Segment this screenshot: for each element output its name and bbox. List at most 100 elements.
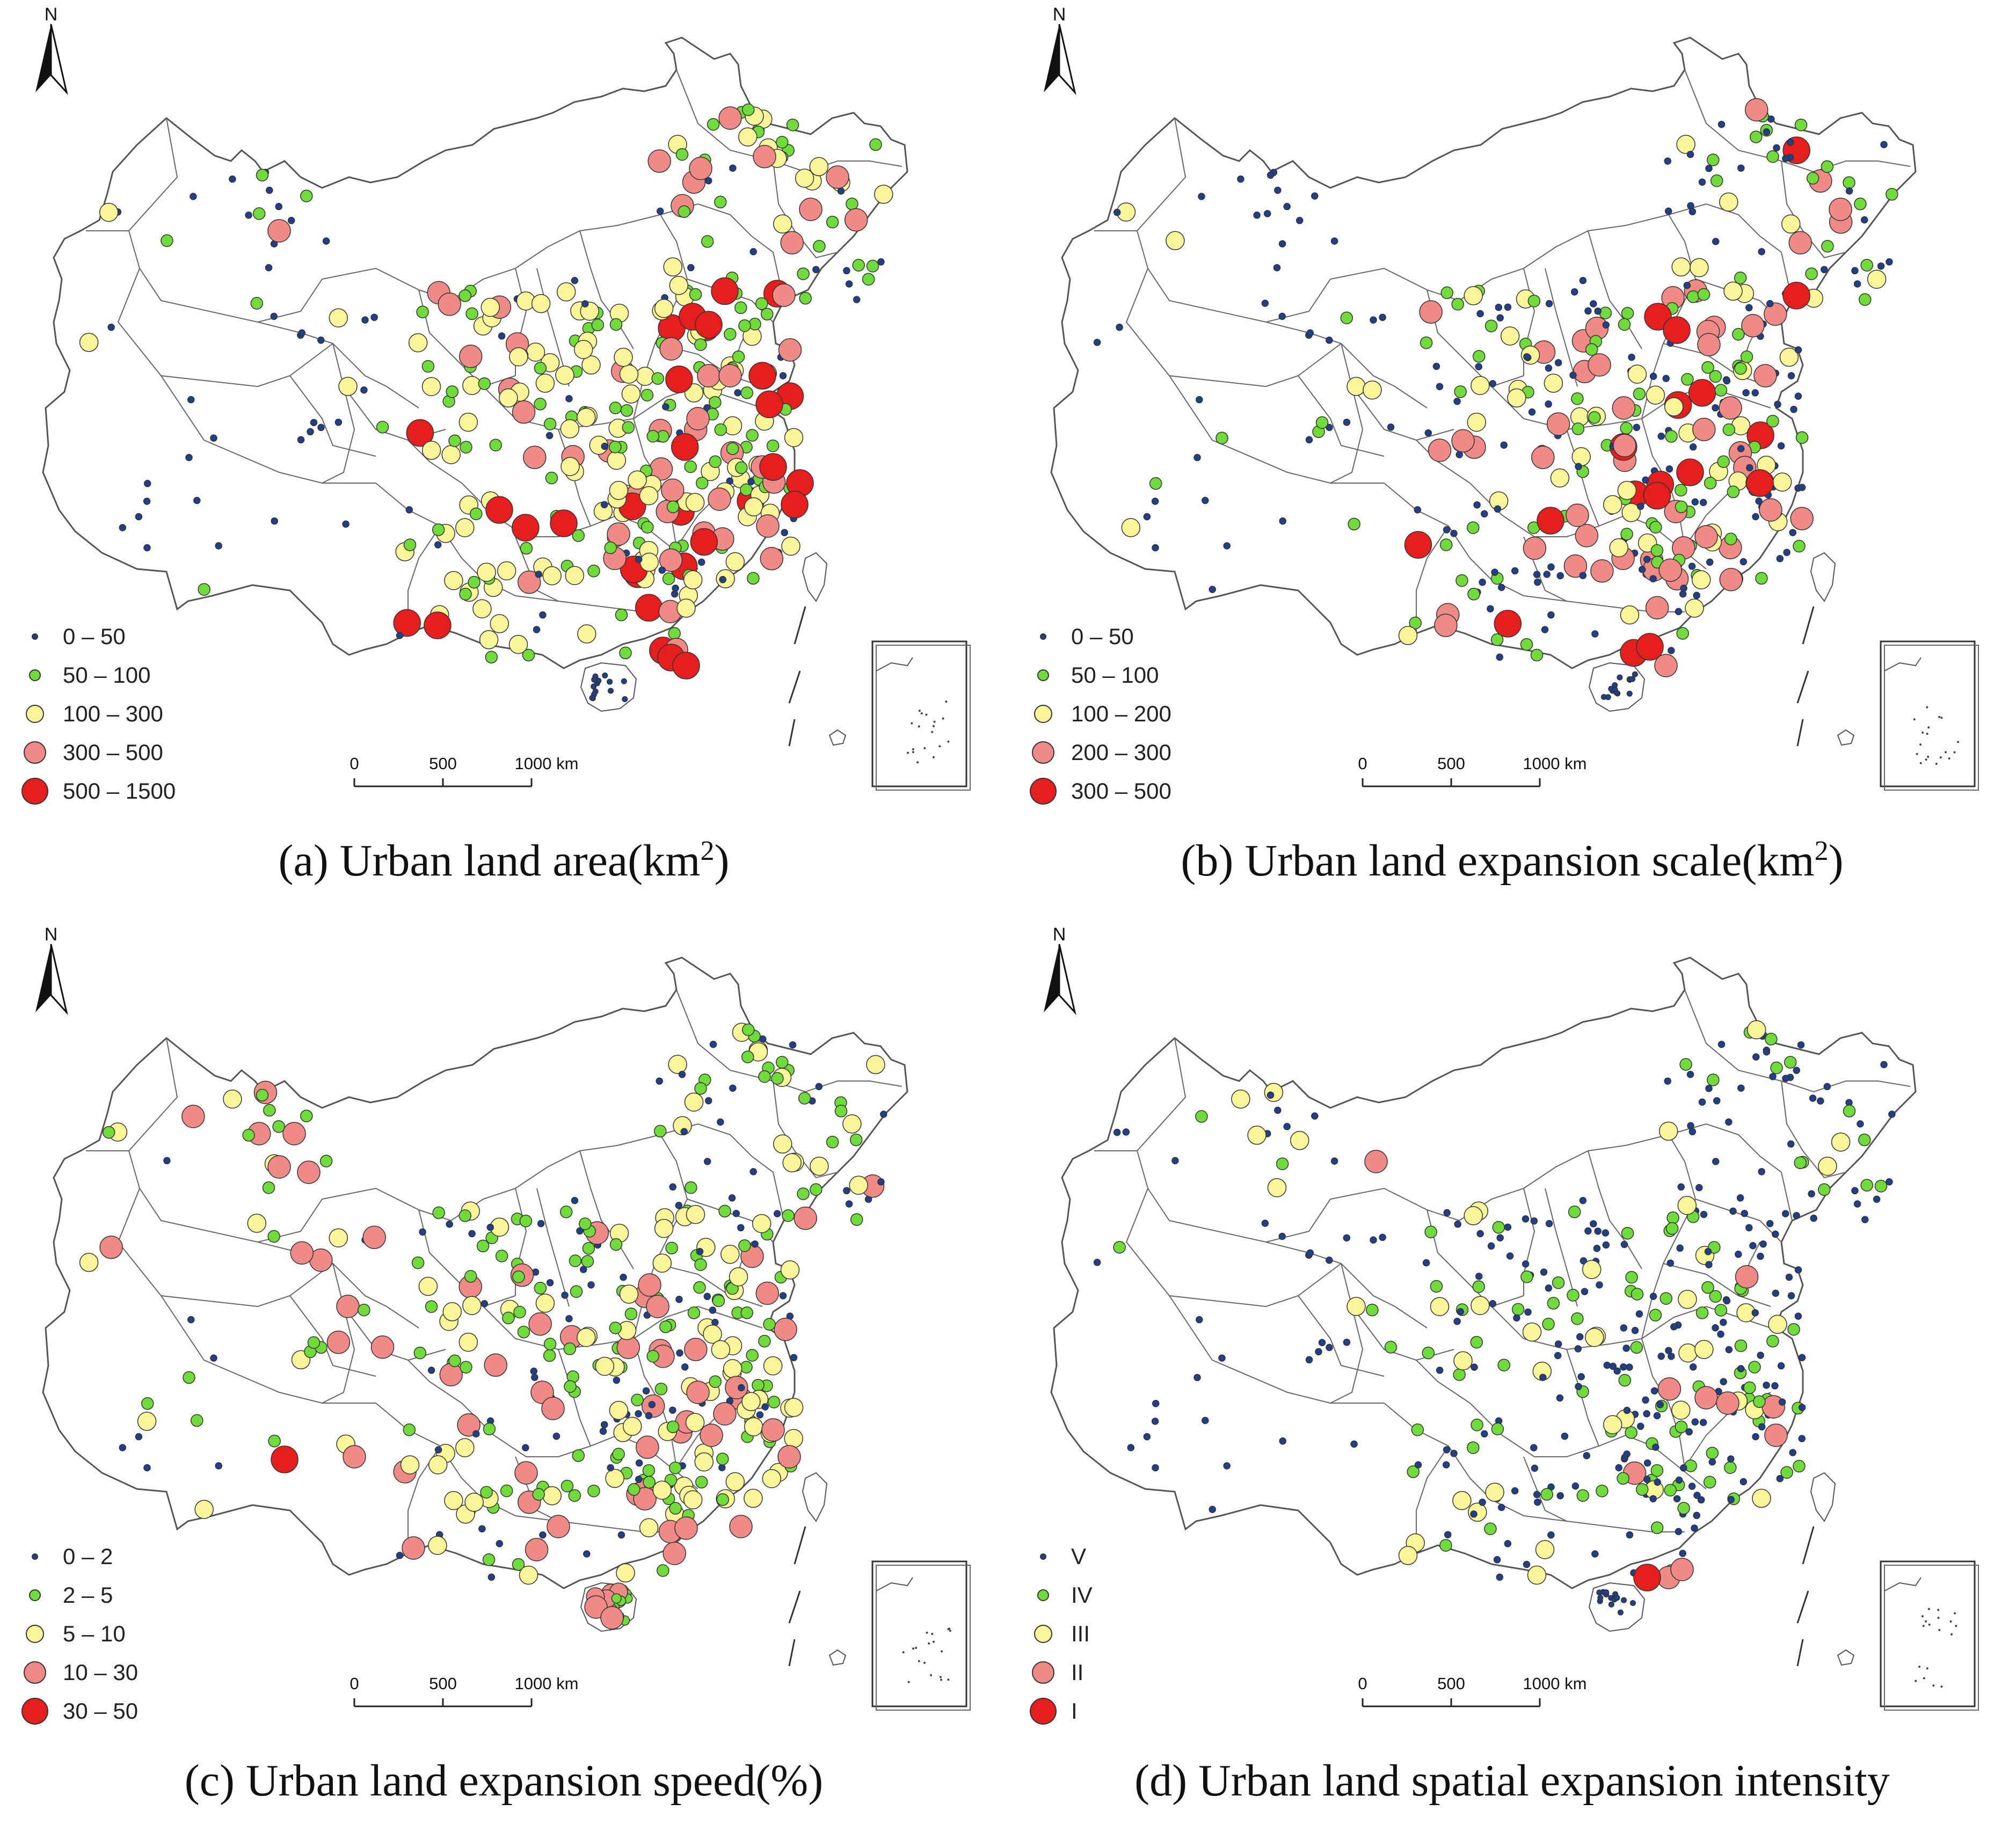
city-point [772, 283, 796, 307]
province-boundary [322, 1306, 355, 1404]
city-point [1439, 1539, 1452, 1552]
city-point [361, 316, 369, 324]
inset-island [941, 1650, 943, 1653]
inset-island [915, 1647, 918, 1649]
province-boundary [1781, 160, 1846, 259]
inset-island [1916, 753, 1918, 755]
city-point [550, 509, 578, 537]
city-point [1584, 307, 1592, 315]
city-point [579, 1217, 592, 1230]
city-point [1886, 188, 1898, 201]
city-point [1732, 328, 1745, 341]
city-point [405, 506, 413, 514]
city-point [193, 496, 201, 505]
city-point [1758, 1168, 1765, 1175]
city-point [1470, 1335, 1483, 1349]
city-point [1649, 521, 1662, 534]
city-point [1511, 567, 1519, 575]
city-point [1273, 264, 1281, 272]
city-point [569, 1254, 582, 1267]
city-point [1635, 1310, 1643, 1318]
city-point [1817, 1097, 1824, 1105]
city-point [1513, 1314, 1520, 1322]
city-point [1274, 1106, 1282, 1114]
city-point [627, 1483, 641, 1496]
city-point [1675, 1420, 1688, 1434]
city-point [714, 195, 727, 209]
city-point [1769, 1072, 1777, 1080]
city-point [1766, 150, 1779, 163]
city-point [1705, 165, 1713, 172]
city-point [1753, 1395, 1766, 1408]
inset-shadow [876, 645, 971, 791]
city-point [1579, 572, 1587, 579]
city-point [1821, 266, 1828, 273]
city-point [815, 1083, 823, 1091]
city-point [1649, 1293, 1657, 1300]
city-point [766, 439, 780, 452]
city-point [1680, 1464, 1687, 1472]
city-point [1602, 1229, 1610, 1237]
inset-island [933, 1640, 935, 1643]
city-point [1643, 481, 1671, 510]
city-point [411, 1256, 425, 1269]
city-point [729, 1084, 737, 1092]
city-point [1788, 231, 1812, 255]
city-point [1725, 1346, 1733, 1354]
city-point [343, 1445, 366, 1469]
city-point [1541, 626, 1549, 633]
city-point [1860, 1179, 1873, 1192]
city-point [1662, 375, 1670, 382]
city-point [633, 1487, 657, 1510]
city-point [1664, 1484, 1677, 1496]
city-point [1571, 422, 1585, 435]
city-point [755, 297, 768, 310]
city-point [1093, 1259, 1101, 1266]
city-point [1722, 423, 1736, 436]
city-point [1794, 1156, 1807, 1170]
city-point [287, 217, 295, 224]
province-boundary [1137, 230, 1428, 323]
north-arrow-icon: N [1044, 924, 1076, 1016]
city-point [135, 1433, 143, 1441]
city-point [1675, 608, 1683, 616]
city-point [1719, 192, 1738, 212]
city-point [1121, 518, 1141, 537]
caption-a-sup: 2 [700, 836, 715, 866]
city-point [737, 1224, 745, 1232]
city-point [753, 144, 776, 169]
inset-island [1925, 758, 1927, 761]
city-point [300, 189, 313, 202]
city-point [1723, 1297, 1731, 1305]
city-point [1645, 596, 1669, 620]
city-point [1409, 616, 1422, 630]
city-point [1523, 536, 1547, 560]
city-point [421, 441, 441, 460]
city-point [1522, 1260, 1530, 1268]
city-point [1782, 1075, 1789, 1082]
city-point [161, 234, 173, 247]
city-point [102, 1126, 115, 1139]
city-point [758, 1334, 771, 1348]
city-point [1697, 288, 1711, 301]
inset-coast [1884, 1577, 1922, 1591]
inset-island [1949, 1620, 1952, 1623]
city-point [761, 1418, 785, 1442]
legend-symbol [29, 669, 41, 681]
inset-island [912, 748, 914, 750]
north-arrow-icon: N [35, 4, 68, 96]
city-point [247, 1214, 267, 1233]
city-point [1717, 1040, 1726, 1048]
city-point [1467, 521, 1480, 534]
city-point [1746, 464, 1753, 472]
city-point [1710, 174, 1723, 187]
caption-a-end: ) [714, 836, 730, 886]
city-point [798, 1092, 811, 1105]
city-point [611, 1593, 622, 1604]
map-panel-a: N 0 500 1000 km [35, 4, 971, 791]
city-point [874, 185, 893, 204]
city-point [539, 1531, 547, 1539]
city-point [502, 1311, 515, 1325]
island-outline [828, 729, 847, 746]
city-point [669, 1183, 676, 1191]
